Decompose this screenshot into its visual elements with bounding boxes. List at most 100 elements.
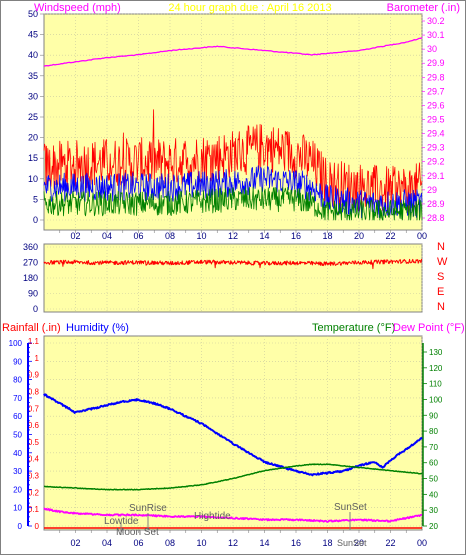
humidity-tick-label: 90 — [13, 357, 22, 366]
temperature-tick-label: 80 — [429, 427, 438, 436]
temperature-tick-label: 30 — [429, 506, 438, 515]
barometer-tick-label: 29.2 — [427, 157, 445, 167]
wind-x-tick-label: 22 — [385, 231, 395, 241]
axes: 0202040406060808101012121414161618182020… — [9, 9, 448, 548]
lower-x-tick-label: 08 — [165, 538, 175, 548]
gridlines — [44, 13, 423, 530]
wind-x-tick-label: 02 — [70, 231, 80, 241]
temperature-tick-label: 90 — [429, 411, 438, 420]
barometer-tick-label: 29.3 — [427, 143, 445, 153]
lower-x-tick-label: 22 — [385, 538, 395, 548]
wind-x-tick-label: 06 — [133, 231, 143, 241]
rainfall-tick-label: 0.1 — [28, 505, 40, 514]
temperature-axis-label: Temperature (°F) — [312, 322, 395, 334]
humidity-axis-label: Humidity (%) — [66, 322, 129, 334]
temperature-tick-label: 20 — [429, 522, 438, 531]
humidity-tick-label: 50 — [13, 431, 22, 440]
temperature-tick-label: 50 — [429, 475, 438, 484]
lower-x-tick-label: 06 — [133, 538, 143, 548]
direction-y-tick-label: 360 — [23, 242, 38, 252]
rainfall-tick-label: 0.2 — [28, 488, 40, 497]
temperature-tick-label: 70 — [429, 443, 438, 452]
direction-y-tick-label: 0 — [33, 304, 38, 314]
humidity-series-line — [43, 393, 423, 477]
humidity-tick-label: 30 — [13, 467, 22, 476]
barometer-axis-label: Barometer (.in) — [387, 2, 460, 14]
direction-y-tick-label: 90 — [28, 289, 38, 299]
temperature-tick-label: 110 — [429, 380, 442, 389]
barometer-tick-label: 29.6 — [427, 100, 445, 110]
lower-x-tick-label: 12 — [228, 538, 238, 548]
barometer-tick-label: 29.1 — [427, 171, 445, 181]
wind-x-tick-label: 00 — [417, 231, 427, 241]
rainfall-tick-label: 1 — [35, 354, 40, 363]
barometer-tick-label: 29.4 — [427, 129, 445, 139]
lower-x-tick-label: 20 — [354, 538, 364, 548]
compass-label: S — [437, 271, 444, 283]
rainfall-tick-label: 0.5 — [28, 438, 40, 447]
barometer-tick-label: 29 — [427, 185, 437, 195]
wind-y-tick-label: 5 — [33, 194, 38, 204]
temperature-tick-label: 60 — [429, 459, 438, 468]
rainfall-tick-label: 0.6 — [28, 421, 40, 430]
temperature-tick-label: 120 — [429, 364, 443, 373]
wind-y-tick-label: 40 — [28, 50, 38, 60]
barometer-tick-label: 29.7 — [427, 86, 445, 96]
barometer-tick-label: 28.8 — [427, 213, 445, 223]
lower-x-tick-label: 16 — [291, 538, 301, 548]
wind-x-tick-label: 08 — [165, 231, 175, 241]
direction-y-tick-label: 270 — [23, 258, 38, 268]
lower-x-tick-label: 04 — [102, 538, 112, 548]
wind-y-tick-label: 25 — [28, 112, 38, 122]
rainfall-tick-label: 0.9 — [28, 371, 40, 380]
sunset-bottom-label: SunSet — [337, 538, 367, 548]
wind-direction-series-line — [43, 258, 423, 270]
humidity-tick-label: 70 — [13, 394, 22, 403]
humidity-tick-label: 40 — [13, 449, 22, 458]
direction-y-tick-label: 180 — [23, 273, 38, 283]
temperature-series-line — [44, 463, 423, 491]
rainfall-tick-label: 0 — [35, 522, 40, 531]
rainfall-tick-label: 1.1 — [28, 337, 40, 346]
compass-label: N — [437, 241, 445, 253]
lower-x-tick-label: 14 — [259, 538, 269, 548]
windspeed-axis-label: Windspeed (mph) — [34, 2, 121, 14]
humidity-tick-label: 60 — [13, 412, 22, 421]
barometer-series-line — [43, 37, 423, 67]
wind-x-tick-label: 10 — [196, 231, 206, 241]
moonset-label: Moon Set — [116, 527, 159, 538]
compass-label: E — [437, 286, 444, 298]
wind-x-tick-label: 12 — [228, 231, 238, 241]
wind-x-tick-label: 14 — [259, 231, 269, 241]
wind-x-tick-label: 18 — [322, 231, 332, 241]
graph-title: 24 hour graph due : April 16 2013 — [168, 2, 331, 14]
wind-x-tick-label: 16 — [291, 231, 301, 241]
dewpoint-series-line — [43, 507, 423, 523]
compass-label: W — [437, 256, 448, 268]
rainfall-tick-label: 0.7 — [28, 404, 40, 413]
wind-y-tick-label: 45 — [28, 30, 38, 40]
wind-y-tick-label: 15 — [28, 153, 38, 163]
barometer-tick-label: 29.9 — [427, 58, 445, 68]
humidity-tick-label: 80 — [13, 376, 22, 385]
humidity-tick-label: 0 — [18, 522, 23, 531]
rainfall-tick-label: 0.8 — [28, 387, 40, 396]
barometer-tick-label: 30.1 — [427, 30, 445, 40]
sunrise-label: SunRise — [129, 503, 167, 514]
compass-label: N — [437, 301, 445, 313]
lower-x-tick-label: 02 — [70, 538, 80, 548]
temperature-tick-label: 100 — [429, 395, 443, 404]
sunset-label: SunSet — [334, 502, 367, 513]
lower-x-tick-label: 18 — [322, 538, 332, 548]
barometer-tick-label: 30 — [427, 44, 437, 54]
wind-y-tick-label: 10 — [28, 174, 38, 184]
wind-y-tick-label: 50 — [28, 9, 38, 19]
humidity-tick-label: 100 — [9, 339, 23, 348]
lower-x-tick-label: 10 — [196, 538, 206, 548]
wind-y-tick-label: 20 — [28, 133, 38, 143]
wind-y-tick-label: 30 — [28, 91, 38, 101]
wind-average-series-line — [43, 186, 423, 221]
barometer-tick-label: 29.8 — [427, 72, 445, 82]
